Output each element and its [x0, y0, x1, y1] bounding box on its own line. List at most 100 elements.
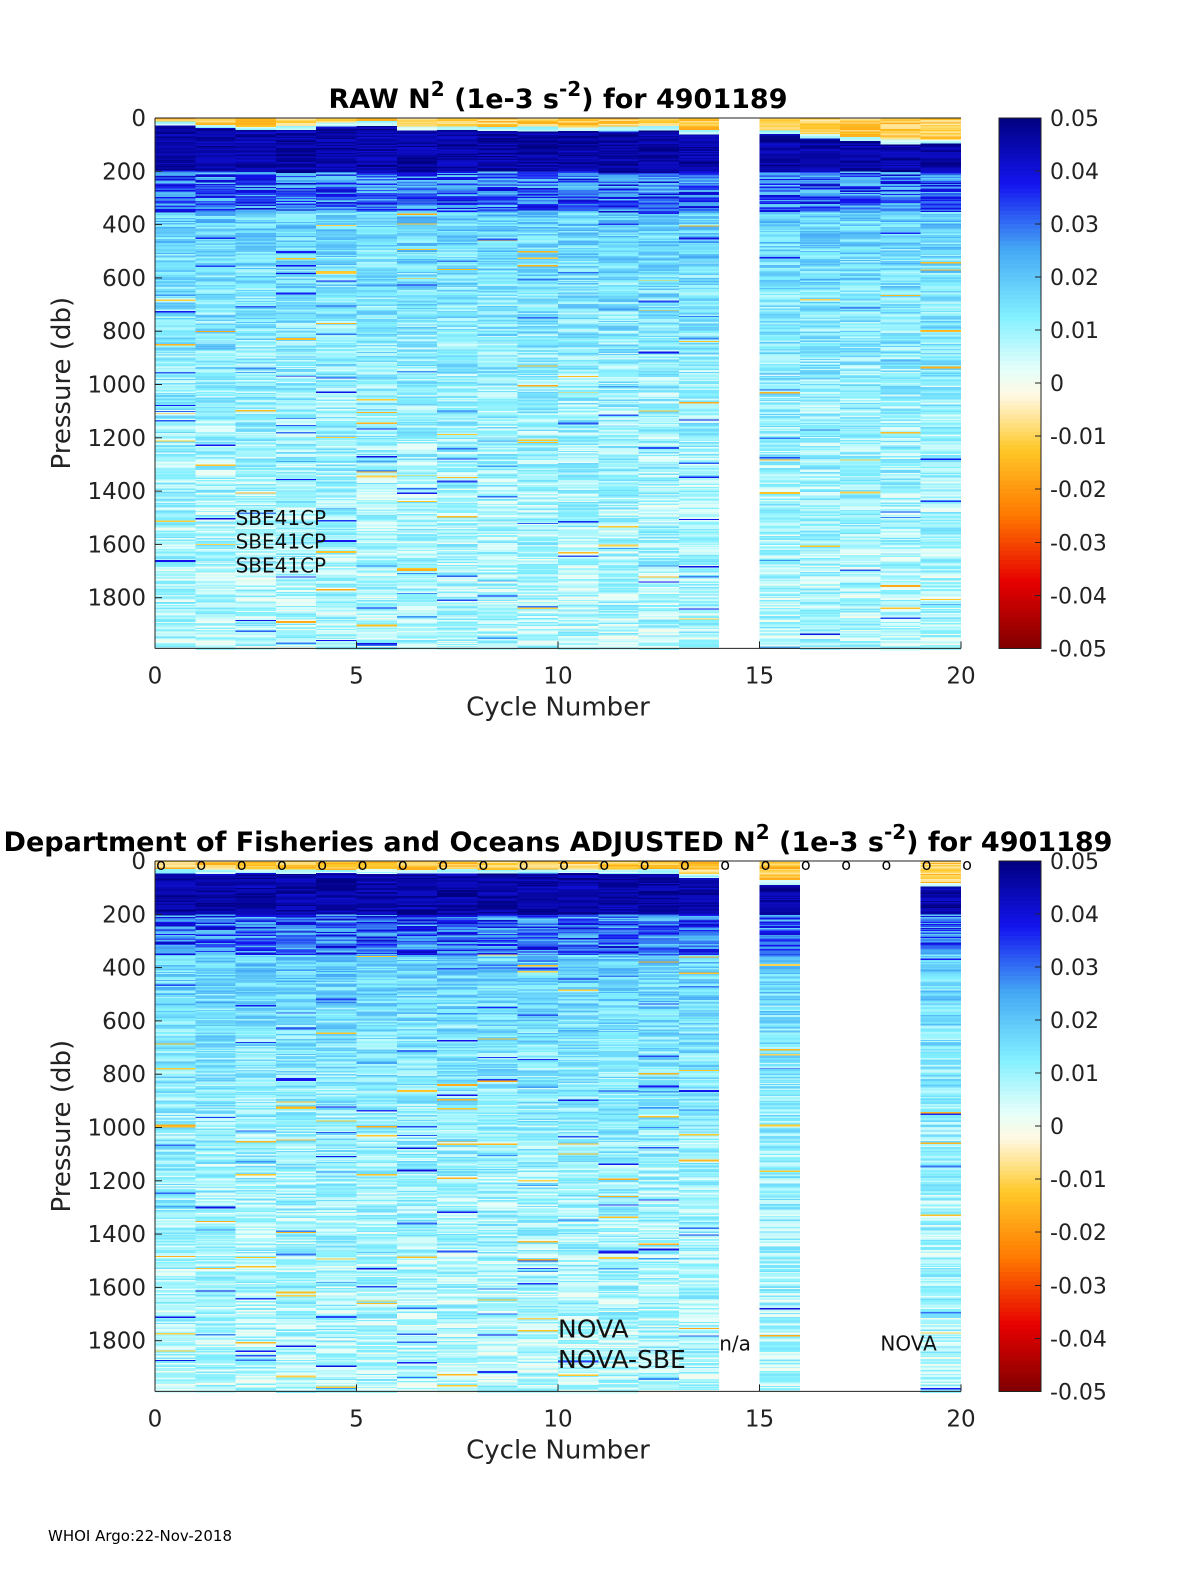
n2-band	[396, 368, 438, 371]
n2-band	[275, 545, 317, 548]
n2-band	[517, 508, 558, 511]
n2-band	[275, 265, 317, 267]
n2-band	[195, 125, 236, 128]
n2-band	[598, 370, 639, 372]
n2-band	[195, 442, 236, 445]
n2-band	[598, 255, 639, 259]
n2-band	[275, 128, 317, 131]
n2-band	[155, 463, 196, 466]
n2-band	[275, 162, 317, 165]
n2-band	[517, 408, 558, 411]
n2-band	[437, 396, 478, 398]
n2-band	[235, 346, 276, 349]
n2-band	[356, 422, 397, 425]
n2-band	[316, 187, 357, 191]
n2-band	[598, 261, 639, 263]
n2-band	[477, 309, 518, 312]
n2-band	[638, 139, 679, 143]
n2-band	[396, 569, 438, 572]
n2-band	[598, 241, 639, 244]
n2-band	[275, 496, 317, 499]
n2-band	[437, 221, 478, 223]
n2-band	[558, 243, 599, 246]
n2-band	[195, 600, 236, 603]
n2-band	[437, 616, 478, 620]
n2-band	[155, 371, 196, 374]
n2-band	[477, 462, 518, 465]
n2-band	[275, 551, 317, 554]
n2-band	[437, 551, 478, 553]
n2-band	[638, 325, 679, 328]
n2-band	[356, 569, 397, 572]
n2-band	[558, 270, 599, 273]
n2-band	[316, 594, 357, 597]
n2-band	[316, 216, 357, 220]
n2-band	[235, 402, 276, 404]
n2-band	[598, 432, 639, 435]
n2-band	[316, 387, 357, 389]
n2-band	[598, 542, 639, 546]
n2-band	[275, 423, 317, 426]
n2-band	[316, 429, 357, 432]
n2-band	[598, 603, 639, 606]
n2-band	[235, 338, 276, 341]
n2-band	[316, 635, 357, 637]
n2-band	[155, 136, 196, 139]
n2-band	[316, 305, 357, 308]
n2-band	[598, 634, 639, 637]
n2-band	[195, 272, 236, 275]
n2-band	[195, 335, 236, 338]
n2-band	[477, 128, 518, 130]
n2-band	[598, 507, 639, 511]
n2-band	[517, 606, 558, 609]
n2-band	[316, 235, 357, 237]
n2-band	[316, 347, 357, 350]
n2-band	[517, 585, 558, 588]
n2-band	[235, 624, 276, 626]
n2-band	[275, 383, 317, 385]
n2-band	[477, 311, 518, 314]
n2-band	[598, 497, 639, 500]
n2-band	[316, 456, 357, 458]
n2-band	[477, 436, 518, 439]
n2-band	[155, 270, 196, 273]
n2-band	[558, 359, 599, 362]
n2-band	[598, 136, 639, 139]
n2-band	[437, 575, 478, 578]
n2-band	[558, 201, 599, 203]
n2-band	[437, 484, 478, 486]
n2-band	[558, 494, 599, 497]
n2-band	[275, 352, 317, 355]
n2-band	[356, 213, 397, 215]
n2-band	[558, 265, 599, 268]
n2-band	[275, 591, 317, 594]
n2-band	[195, 256, 236, 259]
n2-band	[396, 519, 438, 522]
n2-band	[517, 457, 558, 460]
n2-band	[598, 426, 639, 429]
n2-band	[316, 478, 357, 481]
n2-band	[517, 267, 558, 270]
n2-band	[517, 257, 558, 260]
n2-band	[316, 563, 357, 566]
n2-band	[598, 462, 639, 465]
n2-band	[437, 597, 478, 601]
n2-band	[275, 497, 317, 500]
profile-cycle-7	[437, 118, 478, 651]
n2-band	[598, 192, 639, 195]
n2-band	[638, 260, 679, 262]
n2-band	[356, 252, 397, 256]
n2-band	[598, 159, 639, 162]
n2-band	[517, 176, 558, 179]
n2-band	[275, 603, 317, 606]
n2-band	[316, 279, 357, 281]
n2-band	[356, 489, 397, 492]
n2-band	[598, 467, 639, 469]
n2-band	[195, 592, 236, 596]
n2-band	[396, 220, 438, 223]
n2-band	[316, 570, 357, 573]
n2-band	[356, 359, 397, 361]
n2-band	[396, 358, 438, 361]
n2-band	[195, 510, 236, 513]
n2-band	[235, 506, 276, 509]
